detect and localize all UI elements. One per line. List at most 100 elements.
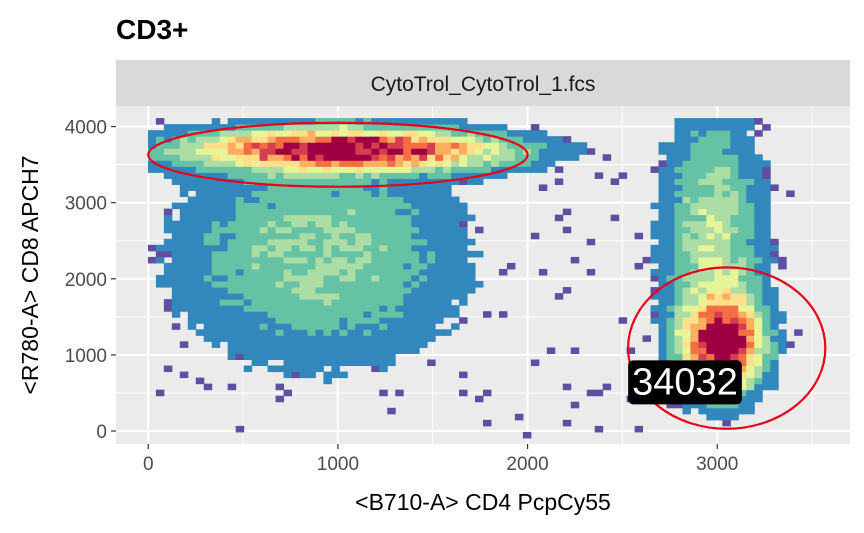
density-bin — [147, 256, 157, 264]
density-bin — [283, 268, 293, 276]
y-tick-label: 4000 — [65, 118, 107, 139]
density-bin — [419, 142, 428, 149]
density-bin — [754, 214, 763, 222]
density-bin — [642, 335, 652, 342]
density-bin — [355, 299, 364, 306]
density-bin — [195, 250, 205, 258]
density-bin — [395, 232, 404, 240]
density-bin — [754, 335, 763, 342]
density-bin — [323, 196, 332, 204]
density-bin — [371, 311, 380, 318]
density-bin — [730, 299, 739, 306]
density-bin — [259, 287, 269, 294]
density-bin — [347, 353, 356, 360]
density-bin — [283, 353, 293, 360]
density-bin — [451, 305, 460, 312]
density-bin — [299, 166, 308, 173]
density-bin — [195, 142, 205, 149]
density-bin — [419, 118, 428, 125]
density-bin — [682, 323, 691, 330]
density-bin — [395, 166, 404, 173]
density-bin — [291, 341, 300, 348]
density-bin — [379, 293, 388, 300]
density-bin — [419, 299, 428, 306]
density-bin — [323, 160, 332, 167]
density-bin — [650, 244, 660, 252]
density-bin — [363, 281, 372, 288]
density-bin — [387, 184, 396, 191]
density-bin — [323, 268, 332, 276]
density-bin — [203, 142, 213, 149]
density-bin — [443, 166, 452, 173]
density-bin — [738, 154, 747, 161]
density-bin — [770, 341, 779, 348]
density-bin — [339, 154, 348, 161]
density-bin — [435, 202, 444, 210]
density-bin — [267, 281, 277, 288]
density-bin — [363, 142, 372, 149]
density-bin — [347, 136, 356, 143]
density-bin — [195, 317, 205, 324]
density-bin — [323, 329, 332, 336]
density-bin — [219, 281, 229, 288]
density-bin — [451, 244, 460, 252]
density-bin — [634, 262, 644, 270]
density-bin — [347, 262, 356, 270]
density-bin — [283, 184, 293, 191]
density-bin — [163, 142, 173, 149]
density-bin — [674, 202, 683, 210]
density-bin — [243, 184, 253, 191]
density-bin — [371, 184, 380, 191]
density-bin — [714, 130, 723, 137]
density-bin — [195, 238, 205, 246]
density-bin — [714, 299, 723, 306]
density-bin — [339, 196, 348, 204]
density-bin — [339, 311, 348, 318]
density-bin — [339, 305, 348, 312]
density-bin — [698, 232, 707, 240]
density-bin — [315, 130, 324, 137]
density-bin — [379, 214, 388, 222]
density-bin — [730, 323, 739, 330]
density-bin — [227, 214, 237, 222]
density-bin — [427, 136, 436, 143]
density-bin — [754, 371, 763, 379]
density-bin — [738, 136, 747, 143]
density-bin — [714, 413, 723, 421]
density-bin — [203, 335, 213, 342]
density-bin — [682, 154, 691, 161]
density-bin — [714, 287, 723, 294]
density-bin — [251, 317, 261, 324]
density-bin — [586, 389, 596, 397]
density-bin — [323, 154, 332, 161]
density-bin — [722, 353, 731, 360]
density-bin — [738, 178, 747, 185]
density-bin — [682, 142, 691, 149]
density-bin — [403, 323, 412, 330]
density-bin — [251, 347, 261, 354]
density-bin — [211, 148, 221, 155]
density-bin — [347, 124, 356, 131]
density-bin — [698, 118, 707, 125]
density-bin — [682, 136, 691, 143]
density-bin — [363, 136, 372, 143]
density-bin — [347, 214, 356, 222]
density-bin — [323, 377, 332, 385]
density-bin — [339, 299, 348, 306]
density-bin — [411, 154, 420, 161]
density-bin — [171, 244, 181, 252]
density-bin — [331, 202, 340, 210]
density-bin — [698, 299, 707, 306]
density-bin — [243, 275, 253, 282]
density-bin — [467, 124, 476, 131]
density-bin — [355, 172, 364, 179]
density-bin — [331, 136, 340, 143]
density-bin — [722, 268, 731, 276]
density-bin — [562, 383, 572, 391]
density-bin — [371, 172, 380, 179]
density-bin — [331, 281, 340, 288]
density-bin — [163, 275, 173, 282]
density-bin — [754, 160, 763, 167]
density-bin — [275, 190, 285, 198]
density-bin — [514, 148, 524, 155]
